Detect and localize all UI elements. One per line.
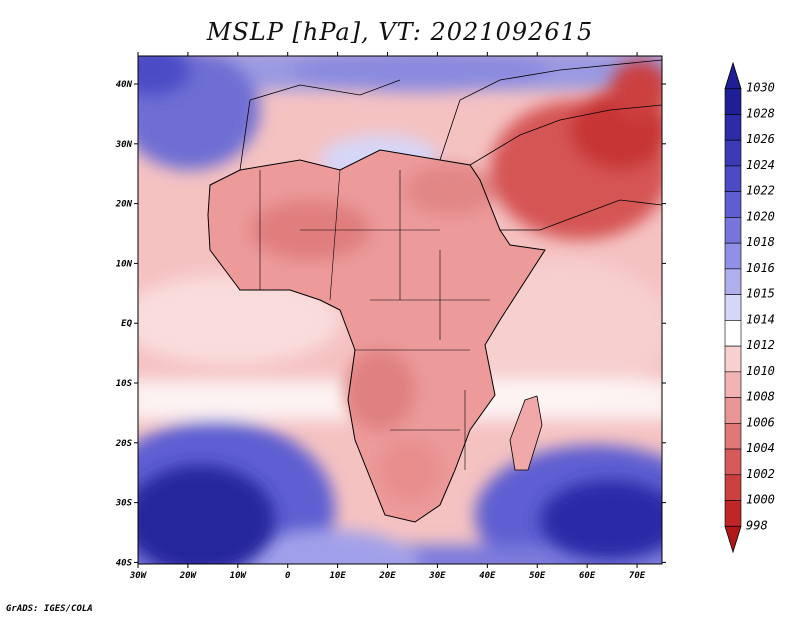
lat-tick-label: 40S: [116, 558, 133, 568]
legend-swatch: [724, 397, 742, 424]
legend-label: 1006: [746, 415, 775, 429]
lon-tick-label: 0: [285, 571, 291, 581]
legend-swatch: [724, 165, 742, 192]
lon-tick-label: 10E: [329, 571, 346, 581]
legend-label: 1030: [746, 81, 775, 95]
lon-tick-label: 20E: [378, 571, 396, 581]
legend-swatch: [724, 371, 742, 398]
lon-tick-label: 30W: [129, 571, 148, 581]
lon-tick-label: 70E: [629, 571, 646, 581]
iran-low: [610, 60, 662, 120]
legend-label: 1000: [746, 493, 775, 507]
legend-swatch: [724, 500, 742, 527]
legend-label: 1015: [746, 287, 775, 301]
lon-tick-label: 40E: [479, 571, 496, 581]
legend-swatch: [724, 217, 742, 244]
azores-core: [138, 56, 190, 95]
credit-text: GrADS: IGES/COLA: [6, 604, 93, 614]
map-title: MSLP [hPa], VT: 2021092615: [206, 18, 594, 46]
lat-tick-label: 10N: [116, 259, 133, 269]
sudan-low: [405, 165, 495, 215]
south-indian-high-core: [540, 480, 662, 560]
legend-swatch: [724, 268, 742, 295]
lat-tick-label: 10S: [116, 379, 133, 389]
legend-arrow-top: [724, 61, 742, 90]
legend-swatch: [724, 294, 742, 321]
legend-arrow-bottom: [724, 525, 742, 554]
legend-label: 1026: [746, 132, 775, 146]
lat-tick-label: 20S: [115, 439, 133, 449]
legend-label: 1008: [746, 390, 775, 404]
legend-label: 1022: [746, 184, 775, 198]
lat-tick-label: 30S: [115, 499, 133, 509]
map-frame: [137, 55, 663, 565]
lon-tick-label: 10W: [230, 571, 248, 581]
legend-label: 1004: [746, 441, 775, 455]
color-legend: 1030 1028 1026 1024 1022 1020 1018 1016 1015 1014…: [724, 61, 775, 554]
country-borders: [259, 169, 490, 470]
legend-swatch: [724, 139, 742, 167]
legend-swatch: [724, 423, 742, 450]
lon-tick-label: 50E: [529, 571, 546, 581]
legend-swatch: [724, 191, 742, 218]
legend-swatch: [724, 320, 742, 347]
legend-swatch: [724, 88, 742, 115]
lon-tick-label: 30E: [428, 571, 446, 581]
legend-label: 1024: [746, 158, 775, 172]
legend-swatch: [724, 242, 742, 270]
legend-label: 1010: [746, 364, 775, 378]
pressure-field: [138, 56, 662, 564]
legend-label: 1014: [746, 312, 775, 326]
south-atlantic-high-core: [138, 465, 275, 564]
legend-swatch: [724, 114, 742, 141]
madagascar: [509, 395, 543, 471]
angola-low: [345, 350, 415, 430]
lat-tick-label: 20N: [115, 200, 133, 210]
legend-label: 1002: [746, 467, 775, 481]
mediterranean-high: [290, 56, 550, 92]
lon-tick-label: 20W: [179, 571, 198, 581]
cape-high-ridge: [240, 530, 420, 564]
legend-label: 1012: [746, 338, 775, 352]
legend-label: 998: [746, 518, 768, 532]
legend-label: 1016: [746, 261, 775, 275]
eurasia-coastline: [239, 59, 662, 231]
legend-label: 1020: [746, 209, 775, 223]
legend-swatch: [724, 345, 742, 373]
legend-label: 1018: [746, 235, 775, 249]
legend-swatch: [724, 448, 742, 476]
lon-tick-label: 60E: [579, 571, 596, 581]
legend-swatch: [724, 474, 742, 501]
lat-tick-label: 40N: [116, 80, 133, 90]
lat-tick-label: 30N: [115, 140, 133, 150]
atlantic-equatorial: [138, 275, 340, 365]
axis-ticks: 30W 20W 10W 0 10E 20E 30E 40E 50E 60E 70E 40N 30N 20N…: [115, 52, 666, 581]
kalahari-low: [380, 440, 440, 500]
lat-tick-label: EQ: [121, 319, 132, 329]
legend-label: 1028: [746, 106, 775, 120]
